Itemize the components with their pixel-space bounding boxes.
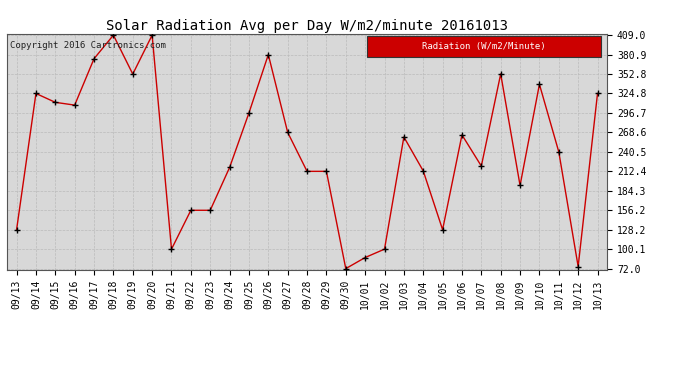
Text: Radiation (W/m2/Minute): Radiation (W/m2/Minute) [422, 42, 546, 51]
Text: Copyright 2016 Cartronics.com: Copyright 2016 Cartronics.com [10, 41, 166, 50]
FancyBboxPatch shape [367, 36, 601, 57]
Title: Solar Radiation Avg per Day W/m2/minute 20161013: Solar Radiation Avg per Day W/m2/minute … [106, 19, 508, 33]
